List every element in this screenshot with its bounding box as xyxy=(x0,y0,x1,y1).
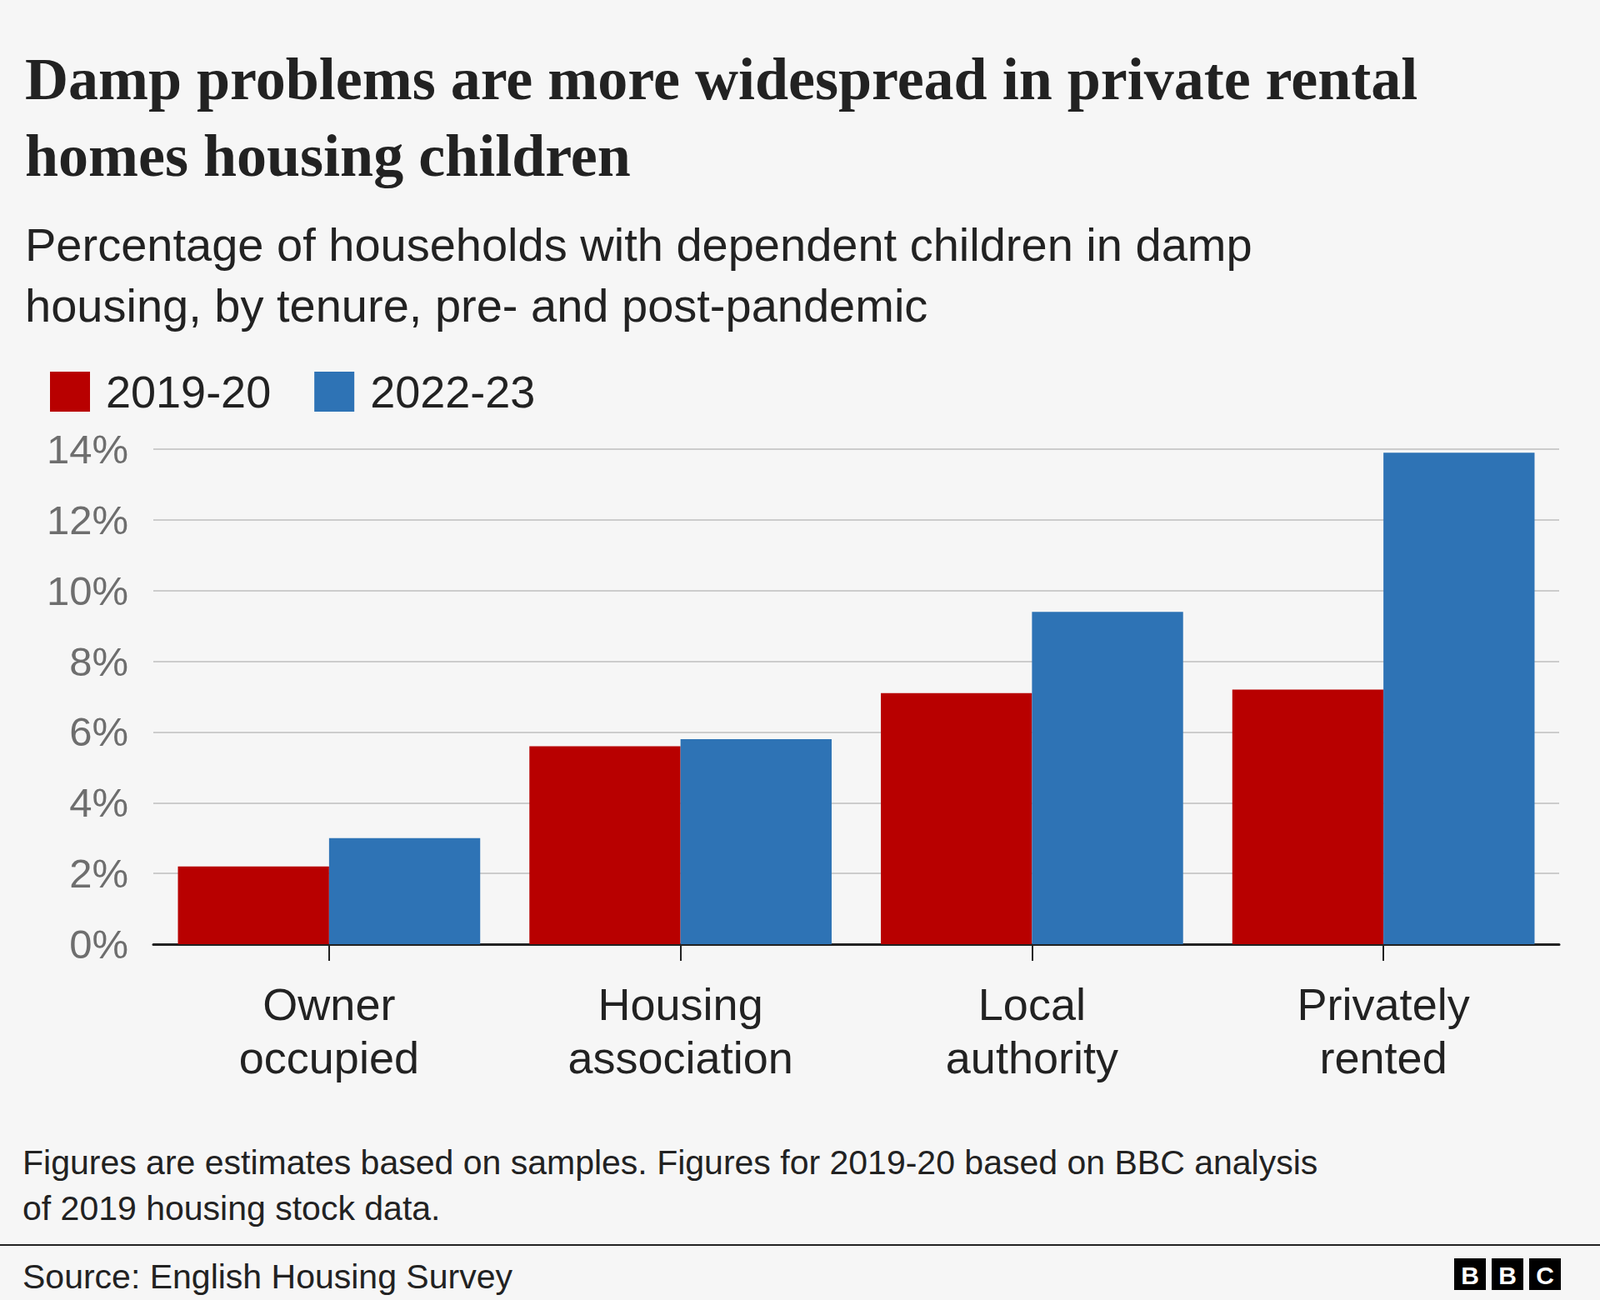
svg-text:4%: 4% xyxy=(69,780,129,825)
svg-text:Local: Local xyxy=(978,979,1086,1030)
svg-text:homes housing children: homes housing children xyxy=(25,122,631,190)
svg-text:Housing: Housing xyxy=(598,979,764,1030)
svg-text:rented: rented xyxy=(1320,1032,1448,1083)
svg-text:Percentage of households with: Percentage of households with dependent … xyxy=(25,218,1265,271)
svg-text:B: B xyxy=(1460,1261,1480,1290)
svg-text:Privately: Privately xyxy=(1297,979,1470,1030)
svg-text:2019-20: 2019-20 xyxy=(105,366,271,417)
svg-text:6%: 6% xyxy=(69,709,129,755)
svg-text:B: B xyxy=(1498,1261,1517,1290)
svg-text:Source: English Housing Survey: Source: English Housing Survey xyxy=(22,1257,513,1296)
svg-text:10%: 10% xyxy=(46,568,129,614)
svg-text:occupied: occupied xyxy=(239,1032,420,1083)
svg-text:Owner: Owner xyxy=(262,979,395,1030)
svg-text:12%: 12% xyxy=(46,497,129,543)
svg-text:2022-23: 2022-23 xyxy=(370,366,535,417)
svg-text:association: association xyxy=(568,1032,794,1083)
svg-text:Damp problems are more widespr: Damp problems are more widespread in pri… xyxy=(25,45,1433,113)
svg-text:0%: 0% xyxy=(69,921,129,967)
svg-text:2%: 2% xyxy=(69,850,129,896)
svg-text:C: C xyxy=(1535,1261,1555,1290)
svg-text:14%: 14% xyxy=(46,426,129,472)
svg-text:authority: authority xyxy=(945,1032,1119,1083)
svg-text:of 2019 housing stock data.: of 2019 housing stock data. xyxy=(22,1189,440,1228)
svg-text:Figures are estimates based on: Figures are estimates based on samples. … xyxy=(22,1143,1328,1182)
svg-text:8%: 8% xyxy=(69,639,129,685)
svg-text:housing, by tenure, pre- and p: housing, by tenure, pre- and post-pandem… xyxy=(25,279,928,332)
